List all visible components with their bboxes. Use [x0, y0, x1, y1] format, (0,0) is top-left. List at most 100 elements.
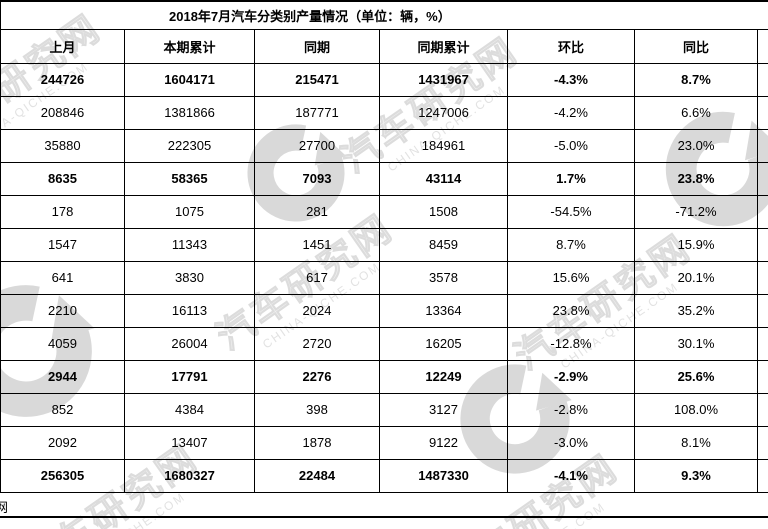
table-cell: 256305	[0, 458, 125, 493]
table-cell: 35880	[0, 128, 125, 163]
table-cell: -71.2%	[634, 194, 758, 229]
table-cell: 1431967	[379, 62, 508, 97]
table-cell: 2720	[254, 326, 380, 361]
table-header-row: 上月 本期累计 同期 同期累计 环比 同比	[0, 28, 768, 64]
table-cell: 1.7%	[507, 161, 635, 196]
cut-off-column-cell	[756, 28, 768, 64]
table-cell: 3830	[124, 260, 255, 295]
table-cell: 25.6%	[634, 359, 758, 394]
cut-off-column-cell	[756, 458, 768, 493]
table-cell: 244726	[0, 62, 125, 97]
table-cell: 281	[254, 194, 380, 229]
table-cell: 35.2%	[634, 293, 758, 328]
table-cell: 27700	[254, 128, 380, 163]
table-cell: -4.1%	[507, 458, 635, 493]
table-cell: 11343	[124, 227, 255, 262]
table-cell: 398	[254, 392, 380, 427]
table-cell: 617	[254, 260, 380, 295]
table-cell: 8635	[0, 161, 125, 196]
table-cell: 8.7%	[634, 62, 758, 97]
cut-off-column-cell	[756, 128, 768, 163]
table-cell: 187771	[254, 95, 380, 130]
table-cell: 4059	[0, 326, 125, 361]
watermark-fragment: 网	[0, 500, 9, 515]
table-row: 2092 13407 1878 9122 -3.0% 8.1%	[0, 425, 768, 460]
table-cell: 2210	[0, 293, 125, 328]
table-cell: 58365	[124, 161, 255, 196]
table-cell: 1381866	[124, 95, 255, 130]
table-cell: 852	[0, 392, 125, 427]
table-cell: 26004	[124, 326, 255, 361]
table-cell: 22484	[254, 458, 380, 493]
table-cell: 3578	[379, 260, 508, 295]
table-cell: 16205	[379, 326, 508, 361]
table-cell: 12249	[379, 359, 508, 394]
table-row: 178 1075 281 1508 -54.5% -71.2%	[0, 194, 768, 229]
table-cell: 215471	[254, 62, 380, 97]
table-cell: 1878	[254, 425, 380, 460]
table-cell: 20.1%	[634, 260, 758, 295]
cut-off-column-cell	[756, 95, 768, 130]
table-cell: 184961	[379, 128, 508, 163]
table-row: 2944 17791 2276 12249 -2.9% 25.6%	[0, 359, 768, 394]
table-title: 2018年7月汽车分类别产量情况（单位：辆，%）	[0, 0, 768, 30]
table-row: 35880 222305 27700 184961 -5.0% 23.0%	[0, 128, 768, 163]
table-row: 852 4384 398 3127 -2.8% 108.0%	[0, 392, 768, 427]
table-cell: 3127	[379, 392, 508, 427]
table-cell: 15.6%	[507, 260, 635, 295]
table-row: 244726 1604171 215471 1431967 -4.3% 8.7%	[0, 62, 768, 97]
table-cell: 16113	[124, 293, 255, 328]
cut-off-column-cell	[756, 293, 768, 328]
table-cell: 222305	[124, 128, 255, 163]
table-cell: 1547	[0, 227, 125, 262]
table-cell: 13407	[124, 425, 255, 460]
table-title-row: 2018年7月汽车分类别产量情况（单位：辆，%）	[0, 0, 768, 30]
cut-off-column-cell	[756, 227, 768, 262]
cut-off-column-cell	[756, 260, 768, 295]
table-cell: -12.8%	[507, 326, 635, 361]
table-cell: 2944	[0, 359, 125, 394]
cut-off-column-cell	[756, 392, 768, 427]
cut-off-column-cell	[756, 194, 768, 229]
table-cell: -5.0%	[507, 128, 635, 163]
table-cell: 15.9%	[634, 227, 758, 262]
column-header: 同期累计	[379, 28, 508, 64]
table-row: 8635 58365 7093 43114 1.7% 23.8%	[0, 161, 768, 196]
table-cell: 2276	[254, 359, 380, 394]
table-row: 208846 1381866 187771 1247006 -4.2% 6.6%	[0, 95, 768, 130]
table-cell: -3.0%	[507, 425, 635, 460]
table-cell: 9.3%	[634, 458, 758, 493]
table-cell: 13364	[379, 293, 508, 328]
column-header: 同期	[254, 28, 380, 64]
table-cell: 8.1%	[634, 425, 758, 460]
table-cell: 178	[0, 194, 125, 229]
table-cell: 23.0%	[634, 128, 758, 163]
table-cell: 1451	[254, 227, 380, 262]
table-row: 1547 11343 1451 8459 8.7% 15.9%	[0, 227, 768, 262]
table-cell: 43114	[379, 161, 508, 196]
column-header: 上月	[0, 28, 125, 64]
table-cell: 1604171	[124, 62, 255, 97]
column-header: 本期累计	[124, 28, 255, 64]
table-cell: 23.8%	[634, 161, 758, 196]
table-cell: 7093	[254, 161, 380, 196]
table-cell: 208846	[0, 95, 125, 130]
table-cell: 1508	[379, 194, 508, 229]
next-table-top-border	[0, 516, 768, 518]
table-cell: -54.5%	[507, 194, 635, 229]
table-cell: 4384	[124, 392, 255, 427]
table-cell: 9122	[379, 425, 508, 460]
table-cell: -2.9%	[507, 359, 635, 394]
cut-off-column-cell	[756, 326, 768, 361]
column-header: 同比	[634, 28, 758, 64]
table-cell: 641	[0, 260, 125, 295]
table-row: 256305 1680327 22484 1487330 -4.1% 9.3%	[0, 458, 768, 493]
table-body: 244726 1604171 215471 1431967 -4.3% 8.7% 20884…	[0, 62, 768, 493]
table-cell: -2.8%	[507, 392, 635, 427]
table-row: 4059 26004 2720 16205 -12.8% 30.1%	[0, 326, 768, 361]
cut-off-column-cell	[756, 161, 768, 196]
production-table: 2018年7月汽车分类别产量情况（单位：辆，%） 上月 本期累计 同期 同期累计 环比同…	[0, 0, 768, 493]
cut-off-column-cell	[756, 425, 768, 460]
table-row: 2210 16113 2024 13364 23.8% 35.2%	[0, 293, 768, 328]
